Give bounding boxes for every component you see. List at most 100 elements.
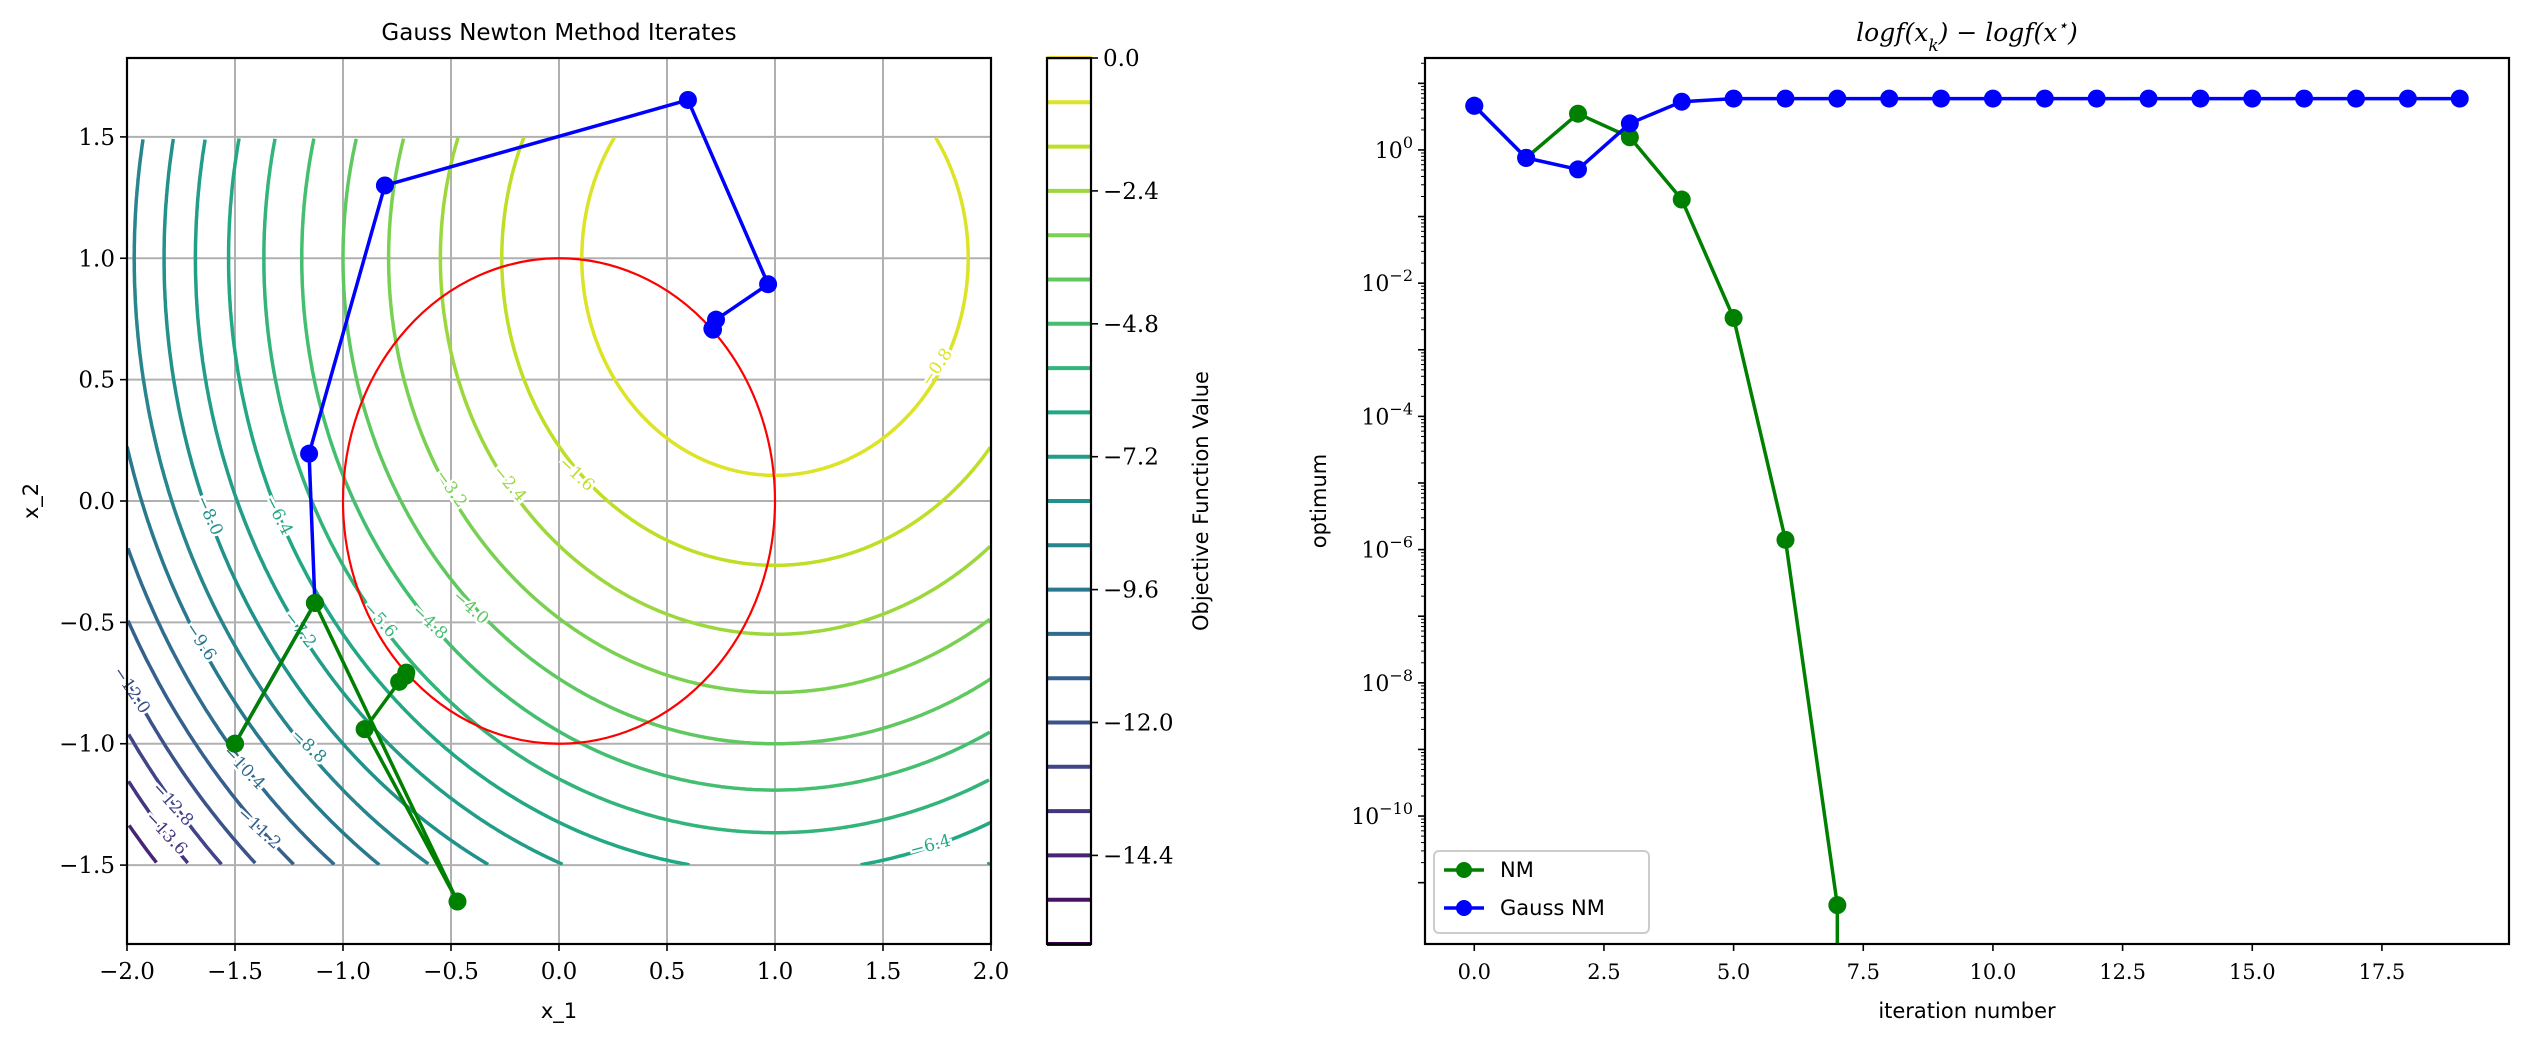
contour-line <box>438 137 991 637</box>
y-tick-exponent: −10 <box>1379 799 1413 818</box>
y-tick-label: −1.0 <box>59 732 115 758</box>
title-subscript: k <box>1928 36 1938 56</box>
contour-line <box>580 137 970 478</box>
y-tick-label: 0.5 <box>78 368 115 394</box>
colorbar-tick-label: −14.4 <box>1103 843 1173 869</box>
gauss-nm-data-point <box>2295 89 2314 108</box>
gauss-nm-data-point <box>1724 89 1743 108</box>
x-tick-label: 5.0 <box>1717 960 1750 984</box>
x-tick-label: −2.0 <box>99 959 155 985</box>
contour-line <box>500 137 991 568</box>
colorbar-tick-label: −2.4 <box>1103 179 1159 205</box>
contour-line <box>132 139 430 865</box>
gauss-nm-data-point <box>2450 89 2469 108</box>
contour-line <box>162 138 490 865</box>
contour-line <box>127 824 158 864</box>
unit-circle-constraint <box>341 257 777 745</box>
legend-box <box>1433 850 1650 934</box>
gauss-nm-data-point <box>1932 89 1951 108</box>
convergence-series <box>1465 89 2469 944</box>
y-tick-exponent: −2 <box>1389 266 1413 285</box>
y-tick-base: 10 <box>1361 672 1389 697</box>
x-tick-label: 0.0 <box>541 959 578 985</box>
x-tick-label: −0.5 <box>423 959 479 985</box>
gauss-nm-data-point <box>1983 89 2002 108</box>
colorbar-label: Objective Function Value <box>1189 371 1213 631</box>
contour-line <box>386 138 991 695</box>
colorbar-tick-label: −7.2 <box>1103 445 1159 471</box>
y-tick-exponent: −6 <box>1389 533 1413 552</box>
y-axis-ticks: −1.5 −1.0 −0.5 0.0 0.5 1.0 1.5 <box>59 125 127 879</box>
legend: NM Gauss NM <box>1433 850 1650 934</box>
gauss-nm-data-point <box>1620 114 1639 133</box>
nm-data-point <box>1620 128 1639 147</box>
y-tick-label: −1.5 <box>59 853 115 879</box>
y-tick-exponent: −4 <box>1389 399 1413 418</box>
contour-plot: Gauss Newton Method Iterates −0.8−1.6−2.… <box>19 20 1009 1024</box>
iterate-paths <box>226 90 778 911</box>
colorbar-tick-label: 0.0 <box>1103 46 1140 72</box>
colorbar-frame <box>1045 56 1093 946</box>
nm-iterate-point <box>355 720 374 739</box>
y-tick-base: 10 <box>1375 139 1403 164</box>
contour-line <box>226 138 991 865</box>
gauss-nm-data-point <box>2346 89 2365 108</box>
x-tick-label: 1.5 <box>865 959 902 985</box>
contour-line <box>127 446 381 865</box>
colorbar-level-lines <box>1047 56 1091 946</box>
nm-iterate-point <box>305 593 324 612</box>
legend-label-nm: NM <box>1500 858 1534 882</box>
y-tick-label: 10−10 <box>1351 799 1413 830</box>
x-axis-label: x_1 <box>541 999 577 1024</box>
legend-marker-nm <box>1456 862 1472 878</box>
contour-label: −3.2 <box>431 466 471 511</box>
contour-lines <box>127 137 991 865</box>
colorbar-tick-label: −4.8 <box>1103 312 1159 338</box>
y-tick-label: −0.5 <box>59 610 115 636</box>
gauss-nm-data-point <box>2398 89 2417 108</box>
nm-data-point <box>1724 308 1743 327</box>
gauss-nm-data-point <box>1828 89 1847 108</box>
y-axis-label: x_2 <box>19 483 44 519</box>
nm-data-point <box>1776 530 1795 549</box>
x-tick-label: 1.0 <box>757 959 794 985</box>
gauss-nm-data-point <box>1465 96 1484 115</box>
nm-data-point <box>1828 896 1847 915</box>
gauss-nm-iterate-point <box>375 176 394 195</box>
contour-label: −8.8 <box>287 725 331 768</box>
gauss-nm-data-point <box>2139 89 2158 108</box>
contour-line <box>127 619 295 865</box>
convergence-plot: logf(xk) − logf(x⋆) 0.0 2.5 5.0 7.5 10.0 12.5… <box>1307 16 2511 1023</box>
gauss-nm-data-point <box>1776 89 1795 108</box>
y-tick-exponent: 0 <box>1403 133 1413 152</box>
legend-entry-nm: NM <box>1444 858 1534 882</box>
contour-line <box>127 733 223 865</box>
y-tick-exponent: −8 <box>1389 666 1413 685</box>
x-tick-label: 10.0 <box>1970 960 2017 984</box>
legend-label-gauss-nm: Gauss NM <box>1500 896 1605 920</box>
x-tick-label: 2.0 <box>973 959 1010 985</box>
x-axis-ticks: 0.0 2.5 5.0 7.5 10.0 12.5 15.0 17.5 <box>1458 944 2405 984</box>
y-tick-label: 1.0 <box>78 246 115 272</box>
legend-marker-gauss-nm <box>1456 900 1472 916</box>
colorbar-tick-label: −9.6 <box>1103 578 1159 604</box>
contour-line <box>127 547 336 865</box>
contour-label: −2.4 <box>488 462 530 506</box>
contour-label: −6.4 <box>260 493 297 539</box>
title-superscript: ⋆ <box>2057 16 2068 36</box>
convergence-plot-title: logf(xk) − logf(x⋆) <box>1856 16 2078 56</box>
y-tick-label: 10−2 <box>1361 266 1413 297</box>
y-tick-base: 10 <box>1361 405 1389 430</box>
grid-lines <box>126 58 992 944</box>
gauss-nm-data-point <box>2035 89 2054 108</box>
nm-iterate-point <box>397 663 416 682</box>
colorbar-tick-label: −12.0 <box>1103 711 1173 737</box>
y-tick-label: 1.5 <box>78 125 115 151</box>
contour-line <box>127 780 190 865</box>
y-axis-label: optimum <box>1307 454 1331 548</box>
x-axis-label: iteration number <box>1878 999 2056 1023</box>
contour-label: −12.0 <box>108 663 154 717</box>
y-tick-label: 10−8 <box>1361 666 1413 697</box>
gauss-nm-data-point <box>2243 89 2262 108</box>
